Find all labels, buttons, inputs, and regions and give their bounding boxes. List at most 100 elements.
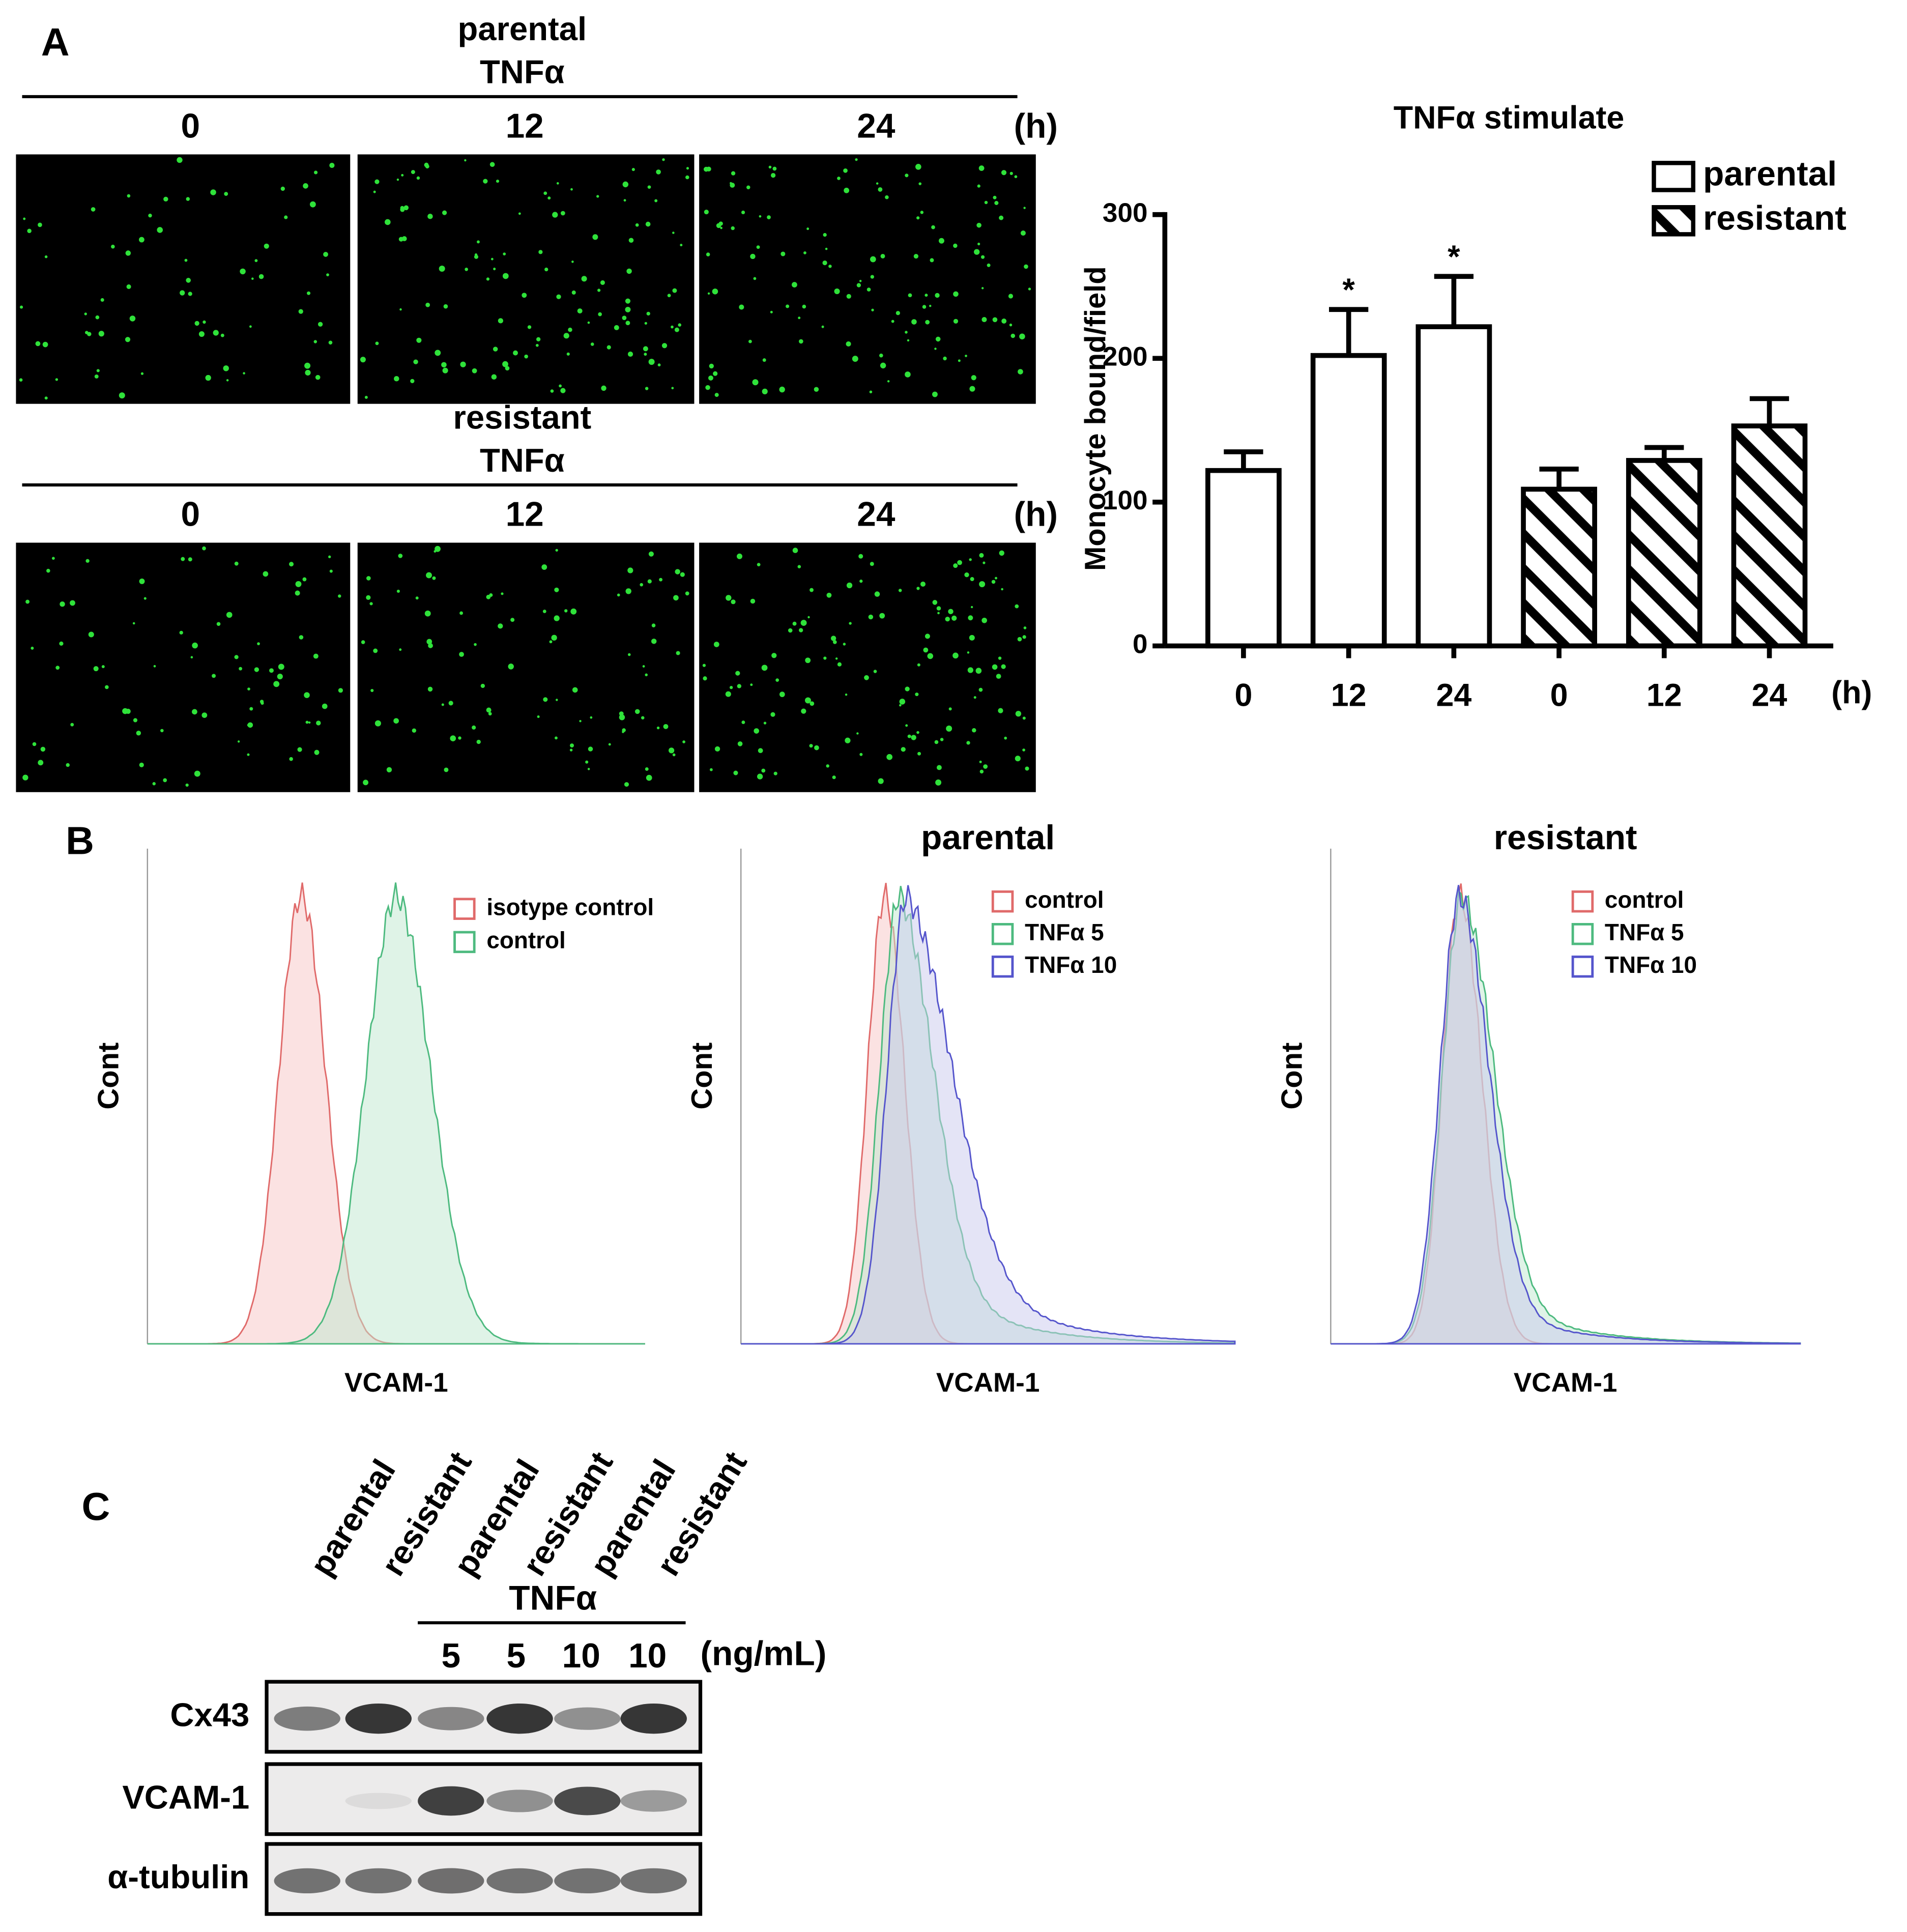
cell-dot (758, 748, 763, 754)
cell-dot (832, 775, 836, 780)
cell-dot (1001, 318, 1007, 324)
cell-dot (338, 594, 341, 598)
cell-dot (522, 293, 527, 298)
significance: * (1342, 272, 1355, 308)
cell-dot (556, 699, 558, 701)
cell-dot (305, 369, 311, 376)
bar (1626, 458, 1702, 649)
cell-dot (212, 674, 216, 678)
cell-dot (136, 730, 141, 736)
cell-dot (936, 765, 942, 770)
cell-dot (1010, 333, 1016, 338)
cell-dot (394, 376, 399, 382)
cell-dot (1015, 604, 1019, 609)
cell-dot (625, 306, 631, 312)
cell-dot (626, 268, 632, 274)
band (274, 1868, 340, 1894)
cell-dot (153, 665, 156, 668)
cell-dot (704, 210, 709, 215)
x-tick-label: 24 (1752, 677, 1787, 713)
cell-dot (570, 188, 573, 191)
cell-dot (923, 647, 929, 653)
cell-dot (770, 310, 773, 313)
y-axis-label: Cont (686, 1043, 718, 1110)
legend-swatch (453, 931, 476, 954)
cell-dot (313, 653, 319, 659)
cell-dot (254, 667, 259, 672)
cell-dot (442, 367, 448, 373)
cell-dot (761, 768, 766, 773)
cell-dot (556, 294, 561, 299)
cell-dot (269, 668, 274, 673)
cell-dot (393, 718, 399, 724)
cell-dot (329, 569, 333, 573)
cell-dot (51, 557, 55, 560)
cell-dot (459, 652, 464, 657)
cell-dot (981, 317, 987, 323)
cell-dot (685, 175, 689, 180)
cell-dot (426, 572, 432, 579)
cell-dot (645, 767, 649, 771)
cell-dot (38, 760, 44, 766)
cell-dot (237, 740, 240, 743)
cell-dot (493, 267, 496, 271)
legend-swatch (1571, 890, 1594, 913)
cell-dot (543, 191, 547, 195)
cell-dot (459, 611, 464, 615)
cell-dot (645, 221, 651, 227)
cell-dot (935, 336, 941, 342)
cell-dot (869, 390, 873, 394)
cell-dot (559, 384, 562, 388)
cell-dot (646, 774, 652, 781)
cell-dot (542, 610, 546, 614)
cell-dot (977, 242, 980, 246)
cell-dot (635, 223, 639, 227)
cell-dot (441, 362, 447, 368)
cell-dot (125, 250, 131, 256)
cell-dot (984, 200, 988, 205)
cell-dot (323, 251, 328, 257)
cell-dot (770, 172, 776, 178)
histogram (1331, 885, 1801, 1345)
cell-dot (908, 293, 912, 298)
cell-dot (234, 655, 239, 659)
cell-dot (448, 701, 453, 706)
cell-dot (870, 256, 876, 263)
cell-dot (399, 648, 402, 651)
cell-dot (1020, 230, 1026, 236)
cell-dot (295, 581, 302, 587)
cell-dot (259, 700, 264, 704)
legend-swatch (991, 922, 1014, 945)
cell-dot (856, 283, 861, 287)
cell-dot (316, 720, 321, 726)
cell-dot (648, 359, 655, 365)
cell-dot (905, 724, 908, 727)
cell-dot (338, 688, 343, 693)
row-label: Cx43 (170, 1696, 249, 1733)
cell-dot (706, 252, 710, 256)
cell-dot (152, 782, 156, 786)
cell-dot (93, 666, 99, 672)
cell-dot (905, 331, 908, 334)
cell-dot (303, 183, 308, 189)
cell-dot (915, 164, 921, 170)
legend-swatch (1652, 161, 1696, 192)
cell-dot (810, 588, 814, 592)
cell-dot (680, 244, 683, 247)
cell-dot (249, 707, 253, 711)
band (345, 1868, 412, 1894)
cell-dot (552, 212, 558, 218)
cell-dot (810, 701, 815, 706)
cell-dot (396, 589, 400, 593)
cell-dot (730, 182, 732, 185)
cell-dot (907, 734, 911, 738)
y-axis-label: Cont (93, 1043, 125, 1110)
cell-dot (1015, 756, 1021, 762)
cell-dot (44, 255, 48, 258)
error-bar (1644, 445, 1684, 460)
cell-dot (541, 564, 547, 570)
y-axis-label: Monocyte bound/field (1079, 266, 1112, 571)
cell-dot (38, 222, 42, 227)
cell-dot (713, 642, 719, 647)
cell-dot (976, 670, 979, 673)
